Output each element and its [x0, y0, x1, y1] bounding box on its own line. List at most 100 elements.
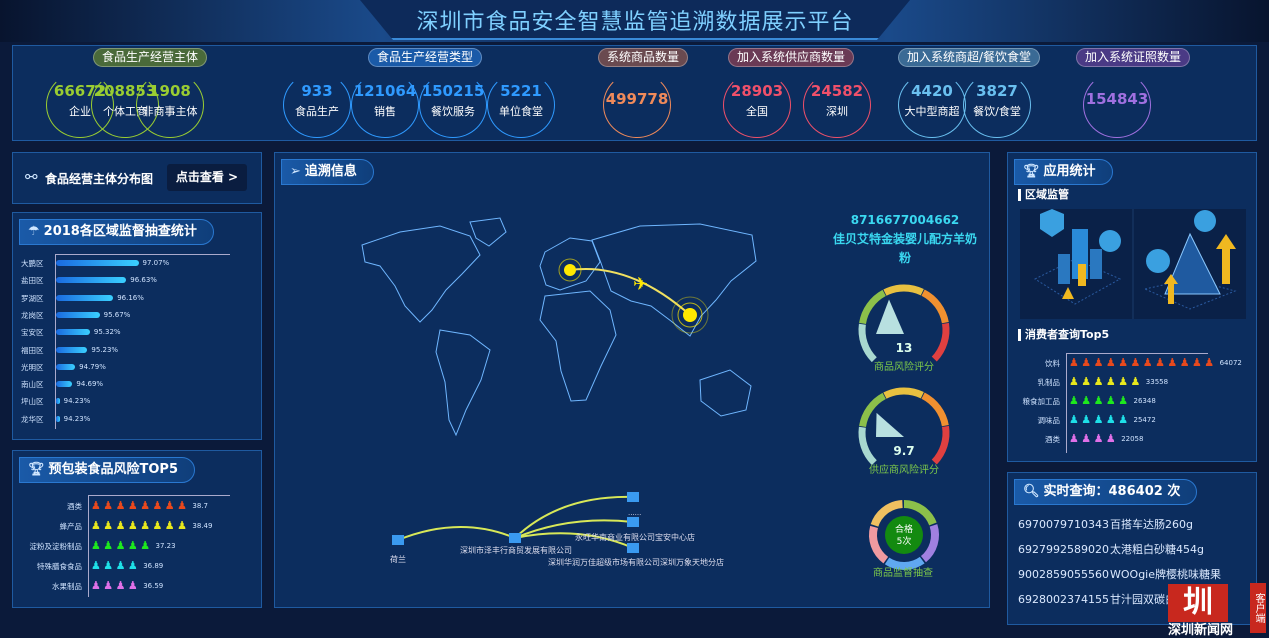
- trace-title: ➢ 追溯信息: [281, 159, 374, 185]
- person-icon: ♟: [1118, 356, 1129, 369]
- bar[interactable]: [56, 260, 139, 266]
- person-icon: ♟: [91, 539, 101, 552]
- destination-ripple: [671, 296, 709, 334]
- bar-category-label: 大鹏区: [21, 259, 44, 268]
- query-row[interactable]: 9002859055560WOOgie牌樱桃味糖果: [1018, 566, 1221, 582]
- row-value-label: 25472: [1133, 416, 1156, 424]
- person-icon: ♟: [115, 499, 126, 512]
- flow-hub-label: 深圳市泽丰行商贸发展有限公司: [460, 545, 572, 555]
- stat-value: 28903: [730, 82, 784, 100]
- flow-target-label: 深圳华润万佳超级市场有限公司深圳万象天地分店: [548, 557, 724, 567]
- person-icon: ♟: [1069, 413, 1079, 426]
- stat-circle: 3827 餐饮/食堂: [963, 72, 1031, 138]
- consumer-top5-heading: 消费者查询Top5: [1018, 329, 1109, 341]
- origin-ripple: [558, 258, 582, 282]
- query-code: 9002859055560: [1018, 568, 1109, 581]
- app-stats-title-text: 应用统计: [1043, 164, 1096, 179]
- asia: [591, 223, 757, 337]
- bar[interactable]: [56, 415, 60, 422]
- row-value-label: 38.7: [192, 502, 208, 510]
- x-axis-line: [88, 495, 230, 496]
- row-category-label: 乳制品: [1037, 378, 1061, 387]
- region-chart-panel: ☂ 2018各区域监督抽查统计 大鹏区 97.07% 盐田区 96.63% 罗湖区 96.1…: [12, 212, 262, 440]
- person-icon: ♟: [1105, 432, 1116, 445]
- gauge-band: [931, 322, 950, 362]
- person-icon: ♟: [152, 519, 163, 532]
- bar-category-label: 福田区: [21, 345, 44, 355]
- gauge-band: [858, 323, 877, 363]
- person-icon: ♟: [115, 519, 126, 532]
- bar[interactable]: [56, 381, 73, 388]
- risk-top5-title: 🏆︎ 预包装食品风险TOP5: [19, 457, 196, 483]
- stat-circle: 28903 全国: [723, 72, 791, 138]
- bar[interactable]: [56, 311, 100, 318]
- risk-top5-title-text: 预包装食品风险TOP5: [48, 462, 179, 477]
- person-icon: ♟: [115, 539, 126, 552]
- stat-label: 大中型商超: [904, 105, 960, 118]
- person-icon: ♟: [1093, 432, 1104, 445]
- person-icon: ♟: [152, 499, 163, 512]
- stat-group-label: 加入系统商超/餐饮食堂: [898, 48, 1041, 67]
- person-icon: ♟: [127, 559, 138, 572]
- bar[interactable]: [56, 277, 127, 284]
- bar-value-label: 94.79%: [79, 362, 106, 371]
- stat-circle: 4420 大中型商超: [898, 72, 966, 138]
- person-icon: ♟: [91, 519, 101, 532]
- distribution-panel: ⚯ 食品经营主体分布图 点击查看 >: [12, 152, 262, 204]
- person-icon: ♟: [164, 499, 175, 512]
- app-stats-panel: 🏆︎ 应用统计 区域监管 消费者查询Top5 饮料 ♟ ♟ ♟ ♟ ♟ ♟ ♟ ♟ ♟ ♟ ♟ ♟ 6407…: [1007, 152, 1257, 462]
- africa: [539, 290, 617, 402]
- person-icon: ♟: [164, 519, 175, 532]
- stat-circle: 154843: [1083, 72, 1151, 138]
- person-icon: ♟: [1105, 356, 1116, 369]
- bar[interactable]: [56, 294, 114, 301]
- view-distribution-button[interactable]: 点击查看 >: [167, 164, 247, 191]
- stat-group-label: 加入系统供应商数量: [728, 48, 855, 67]
- origin-point[interactable]: [564, 264, 576, 276]
- app-stats-title: 🏆︎ 应用统计: [1014, 159, 1113, 185]
- page-title: 深圳市食品安全智慧监管追溯数据展示平台: [416, 10, 854, 35]
- query-row[interactable]: 6927992589020太港粗白砂糖454g: [1018, 541, 1204, 557]
- query-code: 6970079710343: [1018, 518, 1109, 531]
- flow-origin-label: 荷兰: [390, 554, 406, 564]
- person-icon: ♟: [91, 499, 101, 512]
- person-icon: ♟: [127, 519, 138, 532]
- query-product: 百搭车达肠260g: [1110, 518, 1193, 531]
- stat-label: 食品生产: [295, 105, 339, 118]
- stat-circle: 5221 单位食堂: [487, 72, 555, 138]
- row-category-label: 粮食加工品: [1022, 397, 1061, 406]
- bar-value-label: 95.32%: [93, 328, 121, 337]
- bar-category-label: 南山区: [21, 380, 44, 390]
- person-icon: ♟: [1069, 432, 1079, 445]
- person-icon: ♟: [91, 579, 101, 592]
- destination-ripple: [677, 302, 703, 328]
- bar[interactable]: [56, 346, 88, 353]
- bar-category-label: 龙华区: [21, 414, 44, 424]
- title-plate: [360, 0, 910, 40]
- realtime-title: 🔍︎ 实时查询：486402 次: [1014, 479, 1198, 505]
- person-icon: ♟: [177, 519, 187, 532]
- bar[interactable]: [56, 363, 76, 370]
- world-map[interactable]: ✈ 荷兰 深圳市泽丰行商贸发展有限公司 ...... 永旺华南商业有限公司宝安中…: [274, 152, 990, 608]
- region-supervision-heading: 区域监管: [1018, 189, 1069, 201]
- person-icon: ♟: [1142, 356, 1153, 369]
- stat-label: 企业: [69, 105, 91, 118]
- person-icon: ♟: [1093, 375, 1104, 388]
- y-axis: [88, 495, 89, 597]
- query-row[interactable]: 6970079710343百搭车达肠260g: [1018, 516, 1193, 532]
- person-icon: ♟: [1069, 356, 1079, 369]
- bar[interactable]: [56, 398, 60, 405]
- stat-label: 全国: [746, 105, 768, 118]
- trace-route: [569, 268, 691, 316]
- stat-value: 3827: [976, 82, 1018, 100]
- bar[interactable]: [56, 329, 90, 336]
- bar-value-label: 95.67%: [103, 310, 131, 319]
- person-icon: ♟: [1118, 413, 1129, 426]
- person-icon: ♟: [1093, 356, 1104, 369]
- person-icon: ♟: [1130, 356, 1141, 369]
- destination-point[interactable]: [683, 308, 697, 322]
- person-icon: ♟: [140, 539, 151, 552]
- stat-circle: 150215 餐饮服务: [419, 72, 487, 138]
- person-icon: ♟: [1155, 356, 1165, 369]
- stat-circle: 933 食品生产: [283, 72, 351, 138]
